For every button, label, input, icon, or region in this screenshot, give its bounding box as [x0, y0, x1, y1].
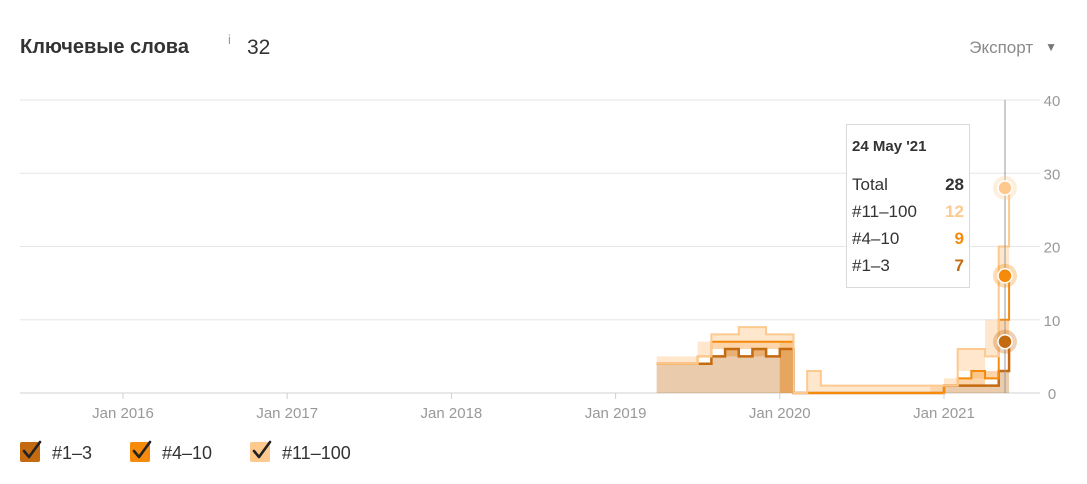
line-11-100 [656, 187, 1011, 394]
y-tick-label: 30 [1044, 166, 1061, 183]
x-tick-label: Jan 2020 [749, 405, 811, 422]
export-button[interactable]: Экспорт ▼ [969, 38, 1057, 58]
x-tick-label: Jan 2018 [421, 405, 483, 422]
legend-label: #11–100 [282, 443, 351, 463]
chevron-down-icon: ▼ [1045, 40, 1057, 54]
tooltip-row-total: Total 28 [852, 175, 964, 197]
tooltip-label: #11–100 [852, 202, 917, 221]
tooltip-value: 7 [954, 256, 964, 275]
tooltip-label: #1–3 [852, 256, 890, 275]
tooltip-label: Total [852, 175, 888, 194]
x-tick-label: Jan 2016 [92, 405, 154, 422]
x-axis-ticks: Jan 2016 Jan 2017 Jan 2018 Jan 2019 Jan 2020… [92, 393, 975, 422]
x-tick-label: Jan 2017 [256, 405, 318, 422]
line-4-10 [656, 275, 1011, 394]
legend-label: #4–10 [162, 443, 213, 463]
hover-dot-4-10 [997, 268, 1013, 284]
area-1-3 [656, 341, 1010, 393]
checkbox-icon[interactable] [20, 440, 42, 462]
y-axis-ticks: 0 10 20 30 40 [1044, 93, 1061, 403]
y-tick-label: 0 [1048, 386, 1056, 403]
checkbox-icon[interactable] [250, 440, 272, 462]
hover-dot-11-100 [997, 180, 1013, 196]
x-tick-label: Jan 2019 [585, 405, 647, 422]
tooltip-row-11-100: #11–100 12 [852, 202, 964, 224]
area-4-10 [656, 275, 1010, 393]
chart-series-areas [656, 187, 1011, 395]
hover-markers [993, 100, 1017, 393]
tooltip-row-1-3: #1–3 7 [852, 256, 964, 278]
tooltip-label: #4–10 [852, 229, 900, 248]
legend-label: #1–3 [52, 443, 93, 463]
chart-tooltip: 24 May '21 Total 28 #11–100 12 #4–10 9 #… [846, 124, 970, 288]
keyword-count: 32 [247, 36, 271, 59]
x-tick-label: Jan 2021 [913, 405, 975, 422]
export-label: Экспорт [969, 38, 1034, 57]
info-icon[interactable]: i [228, 32, 231, 47]
y-tick-label: 20 [1044, 240, 1061, 257]
y-tick-label: 40 [1044, 93, 1061, 110]
hover-dot-1-3 [997, 333, 1013, 350]
chart-header: Ключевые слова i 32 Экспорт ▼ [20, 32, 1057, 64]
page-title: Ключевые слова [20, 36, 189, 58]
tooltip-value: 12 [945, 202, 964, 221]
tooltip-row-4-10: #4–10 9 [852, 229, 964, 251]
tooltip-date: 24 May '21 [852, 138, 927, 155]
tooltip-value: 9 [954, 229, 964, 248]
checkbox-icon[interactable] [130, 440, 152, 462]
y-tick-label: 10 [1044, 313, 1061, 330]
tooltip-value: 28 [945, 175, 964, 194]
